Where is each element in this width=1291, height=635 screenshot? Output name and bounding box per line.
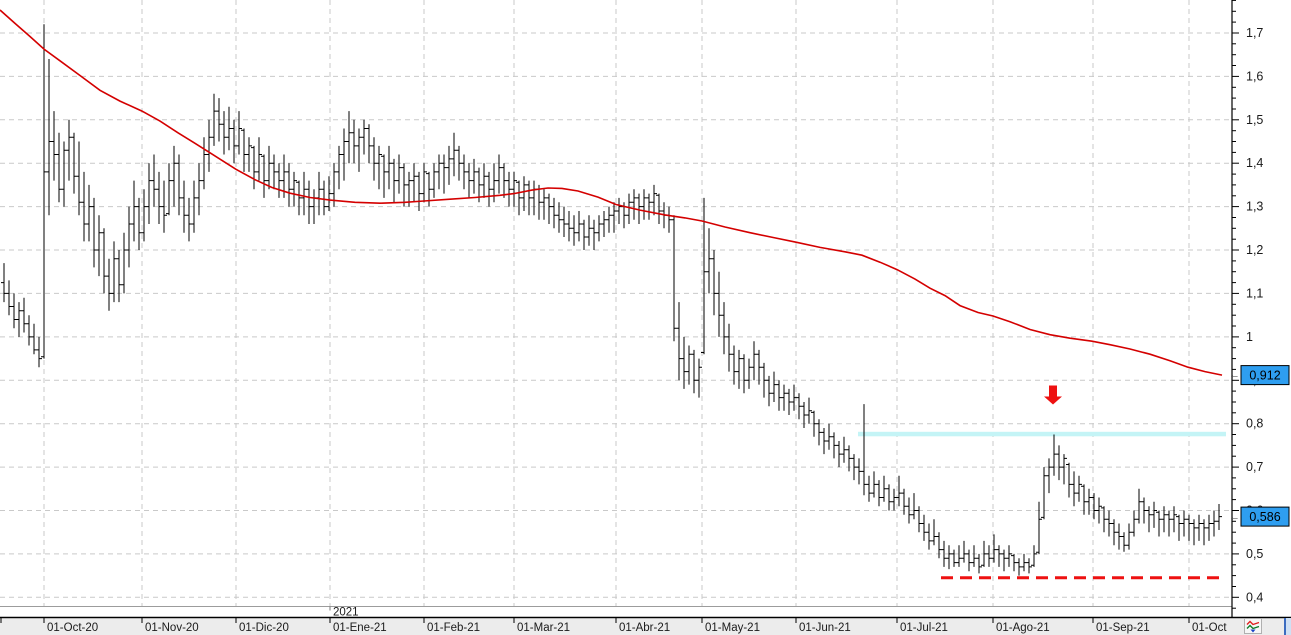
x-axis-month-label: 01-May-21: [705, 622, 760, 634]
y-axis-label: 1,3: [1246, 200, 1263, 214]
x-axis-strip[interactable]: [0, 618, 1291, 635]
x-axis-month-label: 01-Jun-21: [799, 622, 851, 634]
x-axis-year-label: 2021: [333, 607, 359, 619]
x-axis-month-label: 01-Nov-20: [145, 622, 199, 634]
badge-price-text: 0,586: [1249, 510, 1280, 524]
moving-average-line: [0, 9, 1223, 376]
x-axis-month-label: 01-Mar-21: [517, 622, 570, 634]
gridlines: [0, 0, 1229, 607]
price-waves-arrow-icon: [1246, 620, 1260, 633]
badge-arrow-icon: ←: [1229, 370, 1240, 382]
y-axis-label: 1: [1246, 330, 1253, 344]
y-axis-label: 0,8: [1246, 417, 1263, 431]
price-bars[interactable]: [1, 24, 1222, 576]
x-axis-month-label: 01-Oct-20: [47, 622, 98, 634]
y-axis-label: 1,4: [1246, 156, 1263, 170]
y-axis-label: 0,4: [1246, 590, 1263, 604]
x-axis-month-label: 01-Sep-21: [1096, 622, 1150, 634]
x-axis-month-label: 01-Ene-21: [333, 622, 387, 634]
resistance-level-band[interactable]: [858, 431, 1226, 437]
x-axis-month-label: 01-Ago-21: [996, 622, 1050, 634]
x-axis-month-label: 01-Dic-20: [239, 622, 289, 634]
x-axis[interactable]: 01-Oct-20 01-Nov-20 01-Dic-20 01-Ene-21 01-F…: [0, 606, 1227, 635]
y-axis-label: 1,5: [1246, 113, 1263, 127]
indicator-button[interactable]: [1244, 618, 1262, 634]
badge-price-text: 0,912: [1249, 369, 1280, 383]
y-axis-label: 0,7: [1246, 460, 1263, 474]
x-axis-month-label: 01-Feb-21: [427, 622, 480, 634]
partial-toolbar-button[interactable]: [1284, 618, 1291, 635]
x-axis-month-label: 01-Jul-21: [900, 622, 948, 634]
ma-price-badge: ← 0,912: [1229, 365, 1290, 386]
x-axis-month-label: 01-Oct: [1192, 622, 1227, 634]
sell-signal-arrow-icon: [1044, 385, 1062, 405]
axes: [0, 0, 1291, 619]
last-price-badge: ← 0,586: [1229, 506, 1290, 527]
y-axis-label: 1,1: [1246, 286, 1263, 300]
y-axis-label: 0,5: [1246, 547, 1263, 561]
badge-arrow-icon: ←: [1229, 511, 1240, 523]
y-axis-label: 1,7: [1246, 26, 1263, 40]
y-axis-label: 1,6: [1246, 69, 1263, 83]
y-axis-label: 1,2: [1246, 243, 1263, 257]
x-axis-month-label: 01-Abr-21: [619, 622, 670, 634]
